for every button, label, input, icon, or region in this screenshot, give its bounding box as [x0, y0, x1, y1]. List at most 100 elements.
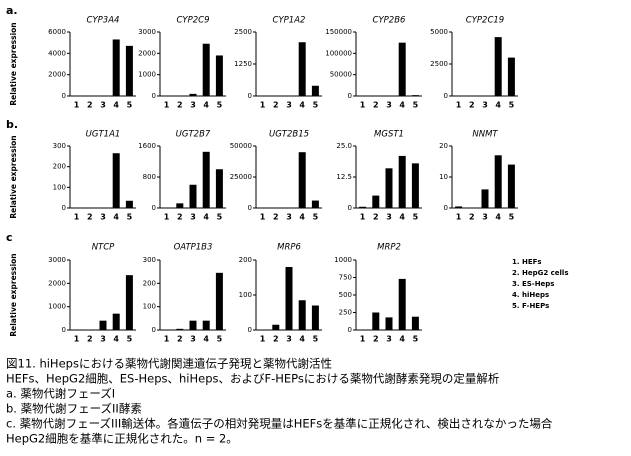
- bar: [125, 200, 133, 208]
- chart-title: MRP6: [277, 243, 301, 253]
- x-tick-label: 2: [373, 101, 379, 110]
- x-tick-label: 3: [482, 101, 488, 110]
- y-tick-label: 500: [339, 291, 352, 299]
- y-tick-label: 3000: [48, 256, 66, 264]
- bar: [311, 85, 319, 96]
- bar: [202, 320, 210, 330]
- y-tick-label: 100000: [325, 49, 352, 57]
- bar: [372, 195, 380, 208]
- bar: [385, 317, 393, 330]
- x-tick-label: 4: [113, 101, 119, 110]
- chart-title: NNMT: [472, 130, 498, 140]
- bar: [311, 200, 319, 208]
- x-tick-label: 5: [127, 101, 133, 110]
- y-tick-label: 3000: [138, 28, 156, 36]
- x-tick-label: 1: [74, 101, 80, 110]
- chart-title: OATP1B3: [174, 243, 213, 253]
- y-tick-label: 300: [143, 256, 156, 264]
- x-tick-label: 5: [509, 213, 515, 222]
- x-tick-label: 3: [190, 213, 196, 222]
- legend-entry: 1. HEFs: [512, 258, 542, 266]
- chart-title: NTCP: [92, 243, 115, 253]
- y-tick-label: 100: [53, 183, 66, 191]
- x-tick-label: 4: [399, 213, 405, 222]
- x-tick-label: 2: [177, 101, 183, 110]
- bar: [125, 45, 133, 96]
- x-tick-label: 5: [313, 335, 319, 344]
- y-tick-label: 150000: [325, 28, 352, 36]
- x-tick-label: 5: [509, 101, 515, 110]
- x-tick-label: 4: [495, 101, 501, 110]
- bar: [372, 312, 380, 330]
- bar: [285, 267, 293, 330]
- y-tick-label: 0: [62, 92, 66, 100]
- y-tick-label: 4000: [48, 49, 66, 57]
- bar: [411, 316, 419, 330]
- y-tick-label: 0: [444, 204, 448, 212]
- y-tick-label: 1600: [138, 142, 156, 150]
- y-tick-label: 100: [239, 291, 252, 299]
- bar: [507, 57, 515, 96]
- x-tick-label: 2: [87, 213, 93, 222]
- y-tick-label: 0: [348, 204, 352, 212]
- legend-entry: 5. F-HEPs: [512, 302, 549, 310]
- y-tick-label: 20: [439, 142, 448, 150]
- x-tick-label: 1: [74, 335, 80, 344]
- y-tick-label: 0: [248, 92, 252, 100]
- x-tick-label: 3: [286, 101, 292, 110]
- x-tick-label: 4: [399, 335, 405, 344]
- legend-entry: 3. ES-Heps: [512, 280, 554, 288]
- x-tick-label: 3: [386, 335, 392, 344]
- y-tick-label: 100: [143, 303, 156, 311]
- bar: [215, 55, 223, 96]
- x-tick-label: 3: [482, 213, 488, 222]
- y-tick-label: 0: [62, 204, 66, 212]
- chart-title: CYP2B6: [373, 16, 406, 26]
- x-tick-label: 5: [413, 213, 419, 222]
- x-tick-label: 1: [360, 101, 366, 110]
- chart-title: UGT1A1: [86, 130, 121, 140]
- bar: [112, 39, 120, 96]
- bar: [189, 184, 197, 208]
- chart-title: CYP1A2: [273, 16, 306, 26]
- bar: [125, 275, 133, 330]
- x-tick-label: 3: [190, 335, 196, 344]
- y-tick-label: 2000: [138, 49, 156, 57]
- section-label: a.: [6, 4, 18, 17]
- x-tick-label: 2: [469, 213, 475, 222]
- x-tick-label: 5: [313, 101, 319, 110]
- bar: [202, 151, 210, 208]
- x-tick-label: 3: [100, 101, 106, 110]
- x-tick-label: 3: [286, 213, 292, 222]
- bar: [507, 164, 515, 208]
- y-tick-label: 0: [152, 204, 156, 212]
- y-tick-label: 1000: [138, 71, 156, 79]
- bar: [189, 320, 197, 330]
- y-tick-label: 800: [143, 173, 156, 181]
- bar: [176, 328, 184, 330]
- x-tick-label: 5: [313, 213, 319, 222]
- x-tick-label: 5: [217, 101, 223, 110]
- bar: [455, 206, 463, 208]
- x-tick-label: 4: [113, 213, 119, 222]
- x-tick-label: 3: [286, 335, 292, 344]
- x-tick-label: 2: [273, 101, 279, 110]
- x-tick-label: 3: [386, 101, 392, 110]
- section-label: b.: [6, 118, 18, 131]
- bar: [176, 203, 184, 208]
- y-tick-label: 10: [439, 173, 448, 181]
- y-tick-label: 0: [248, 326, 252, 334]
- caption-line: b. 薬物代謝フェーズII酵素: [6, 402, 142, 416]
- x-tick-label: 3: [100, 213, 106, 222]
- chart-title: CYP3A4: [87, 16, 120, 26]
- x-tick-label: 4: [299, 335, 305, 344]
- caption-line: 図11. hiHepsにおける薬物代謝関連遺伝子発現と薬物代謝活性: [6, 357, 332, 371]
- bar: [398, 278, 406, 330]
- caption-line: a. 薬物代謝フェーズI: [6, 387, 115, 401]
- y-tick-label: 12.5: [336, 173, 352, 181]
- bar: [411, 95, 419, 96]
- bar: [298, 42, 306, 96]
- y-tick-label: 2500: [430, 60, 448, 68]
- chart-title: CYP2C19: [466, 16, 504, 26]
- x-tick-label: 1: [74, 213, 80, 222]
